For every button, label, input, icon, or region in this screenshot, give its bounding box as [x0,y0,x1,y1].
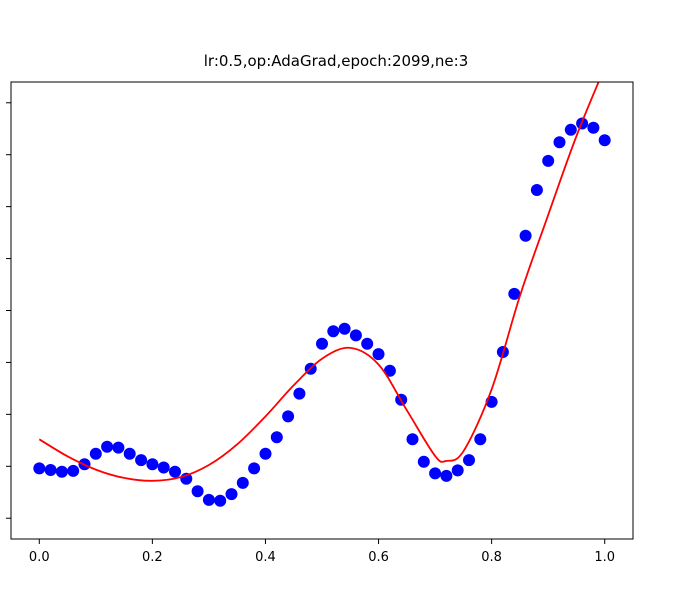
scatter-point [89,447,102,460]
scatter-point [316,337,328,350]
scatter-point [282,410,295,423]
x-tick-label: 0.8 [481,550,502,565]
scatter-point [169,465,181,478]
scatter-point [270,431,283,444]
scatter-point [293,387,306,400]
scatter-point [135,454,148,467]
scatter-point [372,348,385,361]
scatter-point [101,440,114,453]
plot-area: 0.0 0.2 0.4 0.6 0.8 1.0 [6,81,634,565]
x-axis-ticks: 0.0 0.2 0.4 0.6 0.8 1.0 [29,539,615,565]
scatter-point [530,184,543,196]
scatter-point [44,464,57,476]
chart-title: lr:0.5,op:AdaGrad,epoch:2099,ne:3 [204,52,469,70]
x-tick-label: 0.0 [29,550,50,565]
scatter-point [361,337,374,350]
data-marks [33,82,611,507]
scatter-point [33,462,46,475]
scatter-point [406,433,419,446]
scatter-point [349,329,362,342]
scatter-point [236,476,249,489]
scatter-point [259,447,272,460]
scatter-point [55,465,68,478]
scatter-point [598,134,611,147]
y-axis-ticks [6,102,11,519]
scatter-point [191,485,204,498]
scatter-point [519,229,532,242]
scatter-series [33,117,611,507]
scatter-point [542,154,555,167]
x-tick-label: 0.6 [368,550,389,565]
scatter-point [112,441,125,454]
scatter-point [202,493,215,506]
scatter-point [327,325,340,338]
scatter-point [474,433,487,446]
x-tick-label: 0.4 [255,550,276,565]
scatter-point [123,447,136,460]
scatter-point [440,469,453,482]
scatter-point [451,464,464,477]
scatter-point [417,455,430,468]
scatter-point [248,462,261,475]
scatter-point [587,121,600,134]
scatter-point [146,458,159,471]
scatter-point [67,464,80,477]
scatter-point [508,287,521,300]
scatter-point [429,467,442,480]
x-tick-label: 0.2 [142,550,163,565]
fit-line [38,82,600,482]
scatter-point [225,488,238,501]
scatter-point [338,322,351,335]
scatter-point [463,454,475,467]
scatter-point [214,494,227,507]
scatter-point [383,364,396,377]
scatter-point [157,461,170,474]
scatter-point [564,123,577,136]
x-tick-label: 1.0 [594,550,615,565]
scatter-point [553,136,566,149]
